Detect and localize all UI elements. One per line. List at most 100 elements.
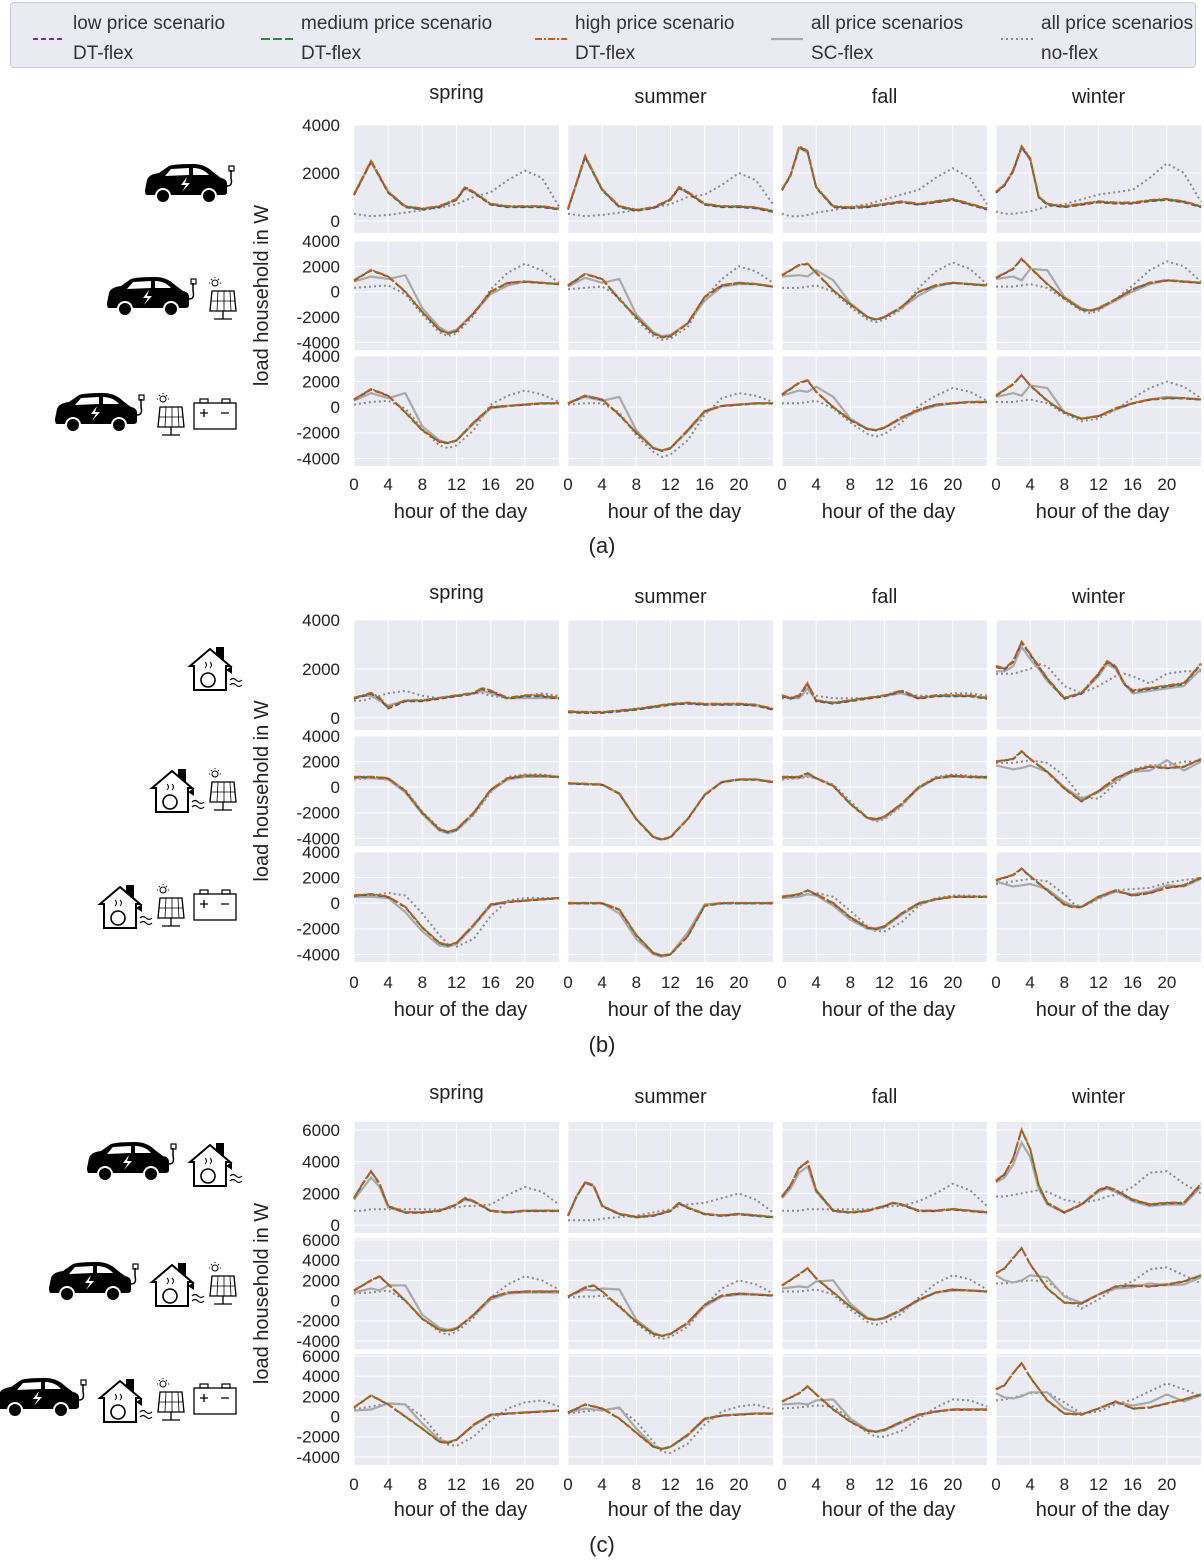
series-medium-price-dt-flex [995, 373, 1202, 420]
series-no-flex [568, 1192, 774, 1222]
heat-pump-house-icon [97, 885, 153, 929]
legend-sublabel: DT-flex [575, 43, 636, 64]
x-tick-label: 0 [777, 1475, 786, 1494]
y-tick-label: 6000 [302, 1121, 340, 1140]
x-tick-label: 4 [1025, 973, 1034, 992]
series-high-price-dt-flex [781, 681, 988, 704]
y-tick-label: 0 [331, 709, 340, 728]
x-tick-label: 12 [447, 1475, 466, 1494]
subplot [995, 1122, 1202, 1233]
subplot [353, 124, 560, 233]
x-tick-label: 16 [1123, 1475, 1142, 1494]
x-axis-label: hour of the day [394, 1499, 527, 1521]
series-high-price-dt-flex [567, 394, 773, 452]
series-sc-flex [354, 775, 559, 835]
x-tick-label: 20 [1157, 475, 1176, 494]
x-axis-label: hour of the day [394, 501, 527, 523]
season-title: spring [429, 1082, 483, 1104]
x-tick-label: 8 [846, 475, 855, 494]
ev-car-icon [49, 1262, 139, 1302]
x-tick-label: 0 [563, 973, 572, 992]
y-tick-label: 4000 [302, 1251, 340, 1270]
x-tick-label: 12 [1089, 973, 1108, 992]
x-tick-label: 16 [1123, 973, 1142, 992]
series-high-price-dt-flex [567, 1180, 774, 1218]
y-tick-label: 0 [331, 1216, 340, 1235]
x-tick-label: 0 [349, 1475, 358, 1494]
season-title: summer [634, 1086, 707, 1108]
scenario-icon-row [149, 768, 237, 813]
panel-label: (a) [589, 533, 616, 558]
subplot [353, 1122, 560, 1233]
y-tick-label: -4000 [297, 1332, 340, 1351]
subplot [567, 240, 774, 350]
series-high-price-dt-flex [353, 892, 560, 947]
series-no-flex [567, 392, 774, 459]
season-title: summer [634, 86, 707, 108]
series-high-price-dt-flex [353, 387, 559, 444]
subplot [353, 1354, 560, 1465]
series-low-price-dt-flex [353, 159, 560, 211]
y-tick-label: 0 [331, 1408, 340, 1427]
x-tick-label: 4 [811, 475, 820, 494]
ev-car-icon [55, 393, 145, 433]
series-high-price-dt-flex [353, 1275, 559, 1332]
y-tick-label: -2000 [297, 308, 340, 327]
series-medium-price-dt-flex [781, 1160, 988, 1214]
x-tick-label: 4 [1025, 1475, 1034, 1494]
series-no-flex [782, 386, 988, 438]
series-high-price-dt-flex [567, 701, 774, 713]
battery-icon [193, 1383, 237, 1415]
heat-pump-house-icon [149, 769, 205, 813]
x-tick-label: 16 [909, 973, 928, 992]
subplot [353, 851, 560, 962]
legend-label: all price scenarios [1041, 13, 1193, 34]
ev-car-icon [145, 164, 235, 204]
series-high-price-dt-flex [781, 144, 988, 210]
legend-entry: high price scenario DT-flex [535, 13, 734, 64]
scenario-icon-row [55, 393, 237, 436]
y-tick-label: 2000 [302, 753, 340, 772]
y-tick-label: -4000 [297, 1448, 340, 1467]
x-tick-label: 0 [777, 973, 786, 992]
subplot [781, 851, 988, 962]
series-high-price-dt-flex [353, 158, 560, 210]
x-tick-label: 12 [1089, 1475, 1108, 1494]
x-tick-label: 8 [418, 973, 427, 992]
subplot [781, 124, 988, 233]
x-tick-label: 12 [661, 1475, 680, 1494]
season-title: fall [872, 86, 898, 108]
series-no-flex [567, 1279, 774, 1340]
season-title: fall [872, 586, 898, 608]
y-tick-label: -4000 [297, 945, 340, 964]
x-axis-label: hour of the day [822, 1499, 955, 1521]
series-no-flex [567, 265, 774, 341]
y-axis-label: load household in W [251, 205, 273, 386]
subplot [995, 124, 1202, 233]
y-tick-label: -2000 [297, 424, 340, 443]
scenario-icon-row [97, 884, 237, 929]
legend-entry: low price scenario DT-flex [33, 13, 225, 64]
x-tick-label: 20 [729, 973, 748, 992]
x-tick-label: 8 [632, 973, 641, 992]
legend-label: low price scenario [73, 13, 225, 34]
x-tick-label: 16 [695, 475, 714, 494]
x-tick-label: 20 [1157, 973, 1176, 992]
season-title: spring [429, 582, 483, 604]
x-axis-label: hour of the day [608, 999, 741, 1021]
series-high-price-dt-flex [781, 1384, 987, 1433]
x-tick-label: 20 [943, 475, 962, 494]
chart-group: spring summer fall winter load household in … [251, 82, 1202, 558]
series-no-flex [354, 1185, 560, 1212]
scenario-icon-row [49, 1262, 237, 1307]
series-high-price-dt-flex [995, 1126, 1202, 1214]
series-no-flex [996, 260, 1202, 315]
y-tick-label: 4000 [302, 347, 340, 366]
subplot [353, 240, 560, 350]
y-tick-label: -4000 [297, 449, 340, 468]
y-tick-label: 0 [331, 894, 340, 913]
subplot [353, 355, 560, 466]
series-medium-price-dt-flex [781, 145, 988, 210]
x-tick-label: 12 [875, 475, 894, 494]
x-tick-label: 16 [481, 475, 500, 494]
